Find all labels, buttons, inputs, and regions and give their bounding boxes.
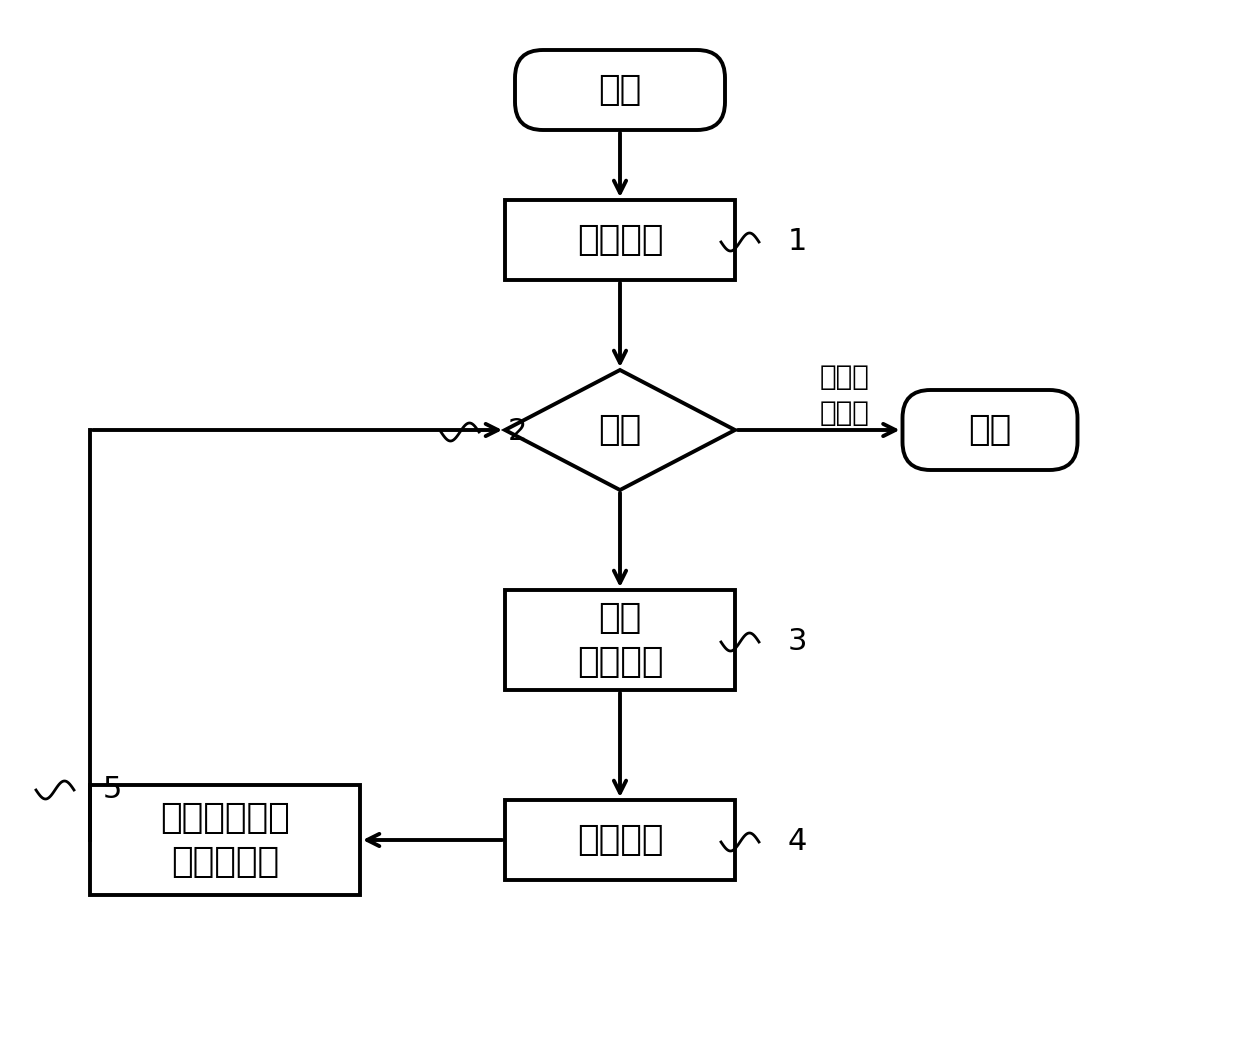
Text: 选择
调练样本: 选择 调练样本 xyxy=(577,601,663,680)
Text: 结束: 结束 xyxy=(968,413,1012,447)
FancyBboxPatch shape xyxy=(903,390,1078,470)
Text: 迭代: 迭代 xyxy=(599,413,641,447)
Polygon shape xyxy=(505,370,735,490)
Text: 2: 2 xyxy=(508,417,527,446)
Bar xyxy=(505,800,735,880)
FancyBboxPatch shape xyxy=(515,50,725,130)
Text: 对第一名结果
进行重打分: 对第一名结果 进行重打分 xyxy=(160,801,290,879)
Text: 调练模型: 调练模型 xyxy=(577,823,663,857)
Text: 达到终
止条件: 达到终 止条件 xyxy=(820,362,870,427)
Text: 开始: 开始 xyxy=(599,73,641,107)
Text: 4: 4 xyxy=(787,827,807,856)
Text: 5: 5 xyxy=(103,775,123,805)
Bar xyxy=(91,785,360,895)
Text: 3: 3 xyxy=(787,628,807,656)
Bar xyxy=(505,590,735,690)
Bar xyxy=(505,200,735,280)
Text: 特征提取: 特征提取 xyxy=(577,223,663,257)
Text: 1: 1 xyxy=(787,227,807,257)
